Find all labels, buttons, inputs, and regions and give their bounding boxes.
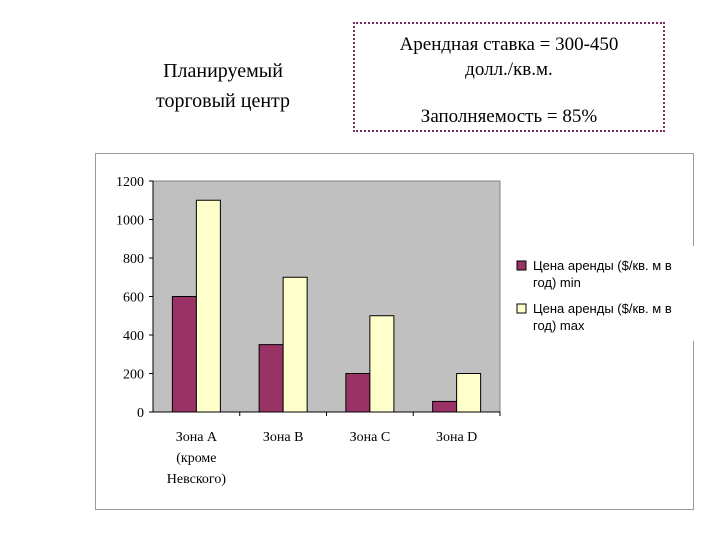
bar-min — [258, 344, 284, 413]
legend-label-line: Цена аренды ($/кв. м в — [533, 258, 672, 273]
x-tick-label: Зона С — [350, 430, 391, 445]
x-tick-label: Зона В — [263, 430, 304, 445]
x-tick-label: Зона D — [436, 430, 477, 445]
x-tick-label: Зона А (кроме Невского) — [167, 430, 227, 487]
legend-label-line: Цена аренды ($/кв. м в — [533, 301, 672, 316]
bar-min — [345, 373, 371, 413]
x-tick-label-line: (кроме — [176, 451, 216, 466]
legend — [514, 246, 694, 341]
y-tick-label: 1000 — [116, 214, 144, 229]
bar-max — [456, 373, 482, 413]
rent-rate-line-2: долл./кв.м. — [465, 59, 553, 80]
x-tick-label-line: Зона С — [350, 430, 391, 445]
bar-max — [195, 199, 221, 413]
heading-line-2: торговый центр — [155, 90, 291, 112]
bar-chart: 0 200 400 600 800 1000 1200 Зона А (кроме Невског… — [116, 175, 694, 487]
y-tick-label: 400 — [123, 329, 144, 344]
y-tick-label: 600 — [123, 291, 144, 306]
rent-rate-text: Арендная ставка = 300-450 долл./кв.м. — [355, 32, 663, 82]
x-tick-label-line: Зона В — [263, 430, 304, 445]
bar-max — [369, 315, 395, 413]
info-box: Арендная ставка = 300-450 долл./кв.м. За… — [353, 22, 665, 132]
x-tick-label-line: Зона D — [436, 430, 477, 445]
legend-swatch — [516, 260, 527, 271]
bar-max — [282, 276, 308, 413]
occupancy-text: Заполняемость = 85% — [420, 106, 598, 127]
heading-line-1: Планируемый — [163, 60, 283, 82]
bar-min — [432, 400, 458, 413]
y-tick-label: 800 — [123, 252, 144, 267]
x-tick-label-line: Зона А — [176, 430, 218, 445]
rent-rate-line-1: Арендная ставка = 300-450 — [399, 34, 619, 55]
legend-label-line: год) max — [533, 318, 585, 333]
chart-frame: 0 200 400 600 800 1000 1200 Зона А (кроме Невског… — [95, 153, 694, 510]
y-tick-label: 0 — [137, 406, 144, 421]
bar-min — [171, 296, 197, 413]
legend-label: Цена аренды ($/кв. м в год) min — [533, 258, 672, 290]
y-tick-label: 200 — [123, 368, 144, 383]
legend-label: Цена аренды ($/кв. м в год) max — [533, 301, 672, 333]
legend-label-line: год) min — [533, 275, 581, 290]
chart-heading: Планируемый торговый центр — [118, 56, 328, 116]
y-tick-label: 1200 — [116, 175, 144, 190]
x-tick-label-line: Невского) — [167, 472, 227, 487]
legend-swatch — [516, 303, 527, 314]
